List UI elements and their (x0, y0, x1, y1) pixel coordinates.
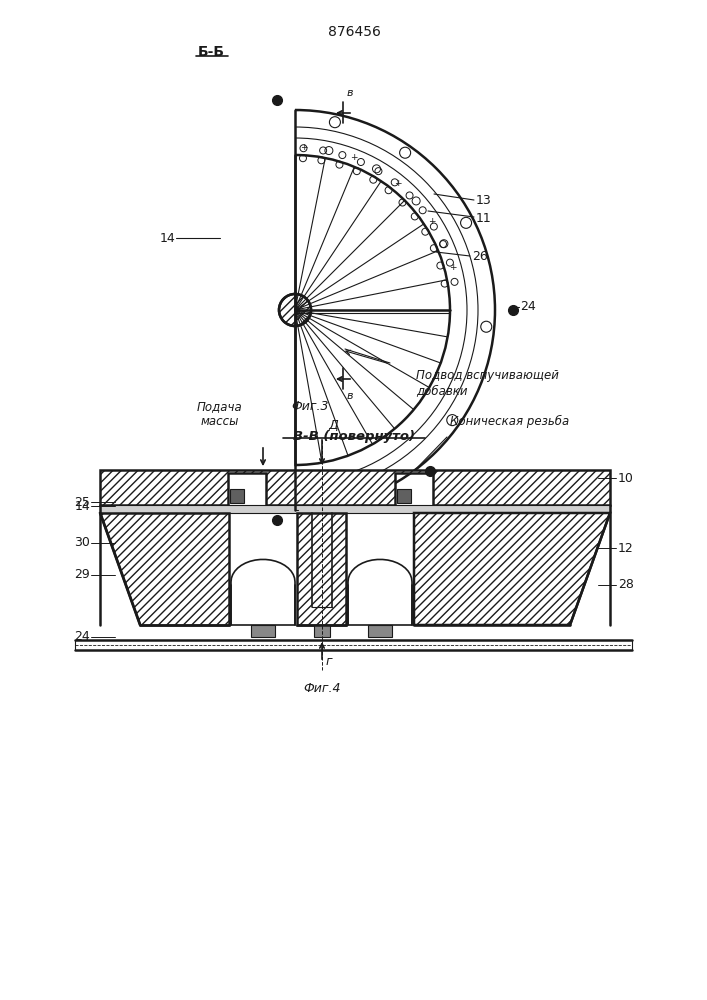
Text: г: г (326, 655, 332, 668)
Text: 14: 14 (74, 499, 90, 512)
Text: 28: 28 (618, 578, 634, 591)
Text: 24: 24 (74, 631, 90, 644)
Text: 11: 11 (476, 212, 492, 225)
Polygon shape (100, 470, 610, 505)
Text: Подвод вспучивающей
добавки: Подвод вспучивающей добавки (416, 369, 559, 397)
Text: 26: 26 (472, 250, 488, 263)
Text: Д: Д (328, 419, 338, 432)
Text: 25: 25 (74, 495, 90, 508)
Text: Фиг.4: Фиг.4 (303, 682, 341, 695)
Polygon shape (230, 489, 244, 503)
Text: в: в (347, 88, 354, 98)
Polygon shape (297, 513, 346, 625)
Text: 29: 29 (74, 568, 90, 582)
Polygon shape (414, 513, 610, 625)
Text: В-В (повернуто): В-В (повернуто) (293, 430, 415, 443)
Text: +: + (428, 217, 436, 226)
Text: +: + (300, 143, 308, 152)
Polygon shape (100, 505, 610, 513)
Text: Коническая резьба: Коническая резьба (450, 415, 569, 428)
Text: 876456: 876456 (327, 25, 380, 39)
Text: +: + (394, 179, 402, 188)
Text: 14: 14 (159, 232, 175, 244)
Text: в: в (347, 391, 354, 401)
Text: 24: 24 (520, 300, 536, 314)
Polygon shape (100, 513, 229, 625)
Text: 30: 30 (74, 536, 90, 550)
Text: 12: 12 (618, 542, 633, 554)
Polygon shape (314, 625, 330, 637)
Polygon shape (368, 625, 392, 637)
Text: Б-Б: Б-Б (198, 45, 225, 59)
Polygon shape (231, 559, 295, 625)
Polygon shape (397, 489, 411, 503)
Text: +: + (350, 153, 357, 162)
Text: Фиг.3: Фиг.3 (291, 400, 329, 413)
Text: Подача
массы: Подача массы (197, 400, 243, 428)
Text: +: + (449, 263, 456, 272)
Polygon shape (348, 559, 412, 625)
Polygon shape (251, 625, 275, 637)
Text: 13: 13 (476, 194, 492, 207)
Text: 10: 10 (618, 472, 634, 485)
